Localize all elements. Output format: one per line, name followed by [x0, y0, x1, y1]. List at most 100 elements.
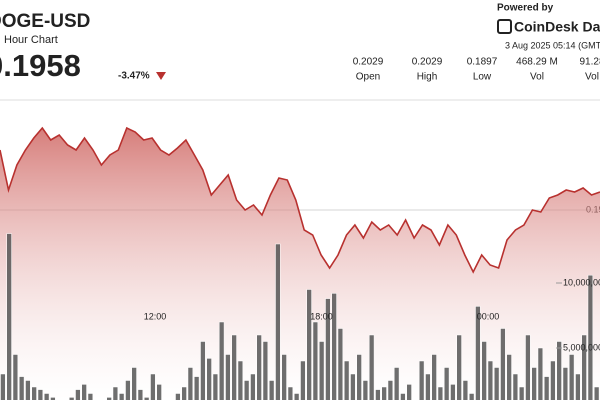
volume-bar: [144, 397, 150, 400]
volume-bar: [69, 397, 75, 400]
volume-bar: [250, 373, 256, 400]
volume-bar: [194, 376, 200, 400]
volume-bar: [525, 334, 531, 400]
change: -3.47%: [118, 71, 150, 82]
volume-bar: [75, 389, 81, 400]
volume-bar: [175, 393, 181, 400]
volume-bar: [6, 233, 12, 400]
title: DOGE-USD: [0, 11, 90, 32]
volume-bar: [394, 367, 400, 400]
volume-bar: [237, 360, 244, 400]
volume-bar: [31, 386, 37, 400]
volume-bar: [269, 380, 275, 400]
volume-bar: [187, 367, 194, 400]
timestamp: 3 Aug 2025 05:14 (GMT): [505, 40, 600, 50]
stat-value: 468.29 M: [516, 57, 558, 68]
volume-bar: [37, 389, 44, 400]
volume-bar: [544, 376, 550, 400]
volume-bar: [200, 341, 206, 400]
volume-bar: [344, 360, 350, 400]
volume-bar: [312, 321, 319, 400]
down-arrow: [156, 72, 166, 80]
volume-bar: [131, 367, 137, 400]
volume-bar: [50, 397, 56, 400]
volume-bar: [556, 341, 562, 400]
brand: CoinDesk Data: [514, 19, 600, 35]
volume-bar: [475, 306, 481, 400]
volume-bar: [537, 347, 544, 400]
volume-bar: [419, 360, 425, 400]
volume-bar: [275, 243, 281, 400]
volume-bar: [425, 373, 431, 400]
volume-bar: [400, 393, 406, 400]
volume-bar: [337, 328, 344, 400]
volume-bar: [262, 341, 269, 400]
volume-bar: [512, 373, 519, 400]
volume-bar: [119, 393, 125, 400]
volume-bar: [325, 298, 331, 400]
stat-label: Open: [356, 72, 380, 83]
volume-bar: [0, 373, 6, 400]
logo: [497, 19, 512, 34]
volume-bar: [87, 393, 94, 400]
volume-bar: [294, 393, 300, 400]
volume-bar: [375, 389, 381, 400]
volume-bar: [550, 360, 556, 400]
volume-bar: [300, 360, 306, 400]
x-tick-label: 00:00: [477, 311, 500, 321]
volume-bar: [569, 354, 575, 400]
y2-tick-label: 5,000,000: [563, 342, 600, 352]
powered-by: Powered by: [497, 3, 554, 14]
y2-tick-label: 10,000,000: [563, 277, 600, 287]
price-area: [0, 128, 600, 400]
volume-bar: [112, 386, 119, 400]
subtitle: Hour Chart: [4, 34, 58, 46]
stat-label: High: [417, 72, 438, 83]
volume-bar: [562, 367, 569, 400]
volume-bar: [369, 334, 375, 400]
volume-bar: [531, 367, 537, 400]
volume-bar: [387, 380, 394, 400]
volume-bar: [306, 289, 312, 400]
price-line: [0, 126, 600, 274]
volume-bar: [406, 384, 412, 400]
volume-bar: [362, 380, 369, 400]
volume-bar: [225, 354, 231, 400]
volume-bar: [256, 334, 262, 400]
x-tick-label: 12:00: [144, 311, 167, 321]
volume-bar: [450, 384, 456, 400]
volume-bar: [506, 354, 512, 400]
volume-bar: [25, 380, 31, 400]
stat-label: Vol: [585, 72, 599, 83]
stat-label: Low: [473, 72, 492, 83]
volume-bar: [519, 386, 525, 400]
volume-bar: [331, 293, 337, 400]
volume-bar: [487, 360, 494, 400]
volume-bar: [181, 386, 187, 400]
volume-bar: [287, 386, 294, 400]
stat-value: 0.2029: [353, 57, 384, 68]
volume-bar: [231, 334, 237, 400]
volume-bar: [12, 354, 19, 400]
x-tick-label: 18:00: [310, 311, 333, 321]
stat-value: 0.1897: [467, 57, 498, 68]
volume-bar: [206, 358, 212, 400]
volume-bar: [581, 334, 587, 400]
volume-bar: [81, 384, 87, 400]
volume-bar: [456, 334, 462, 400]
stat-value: 91.28: [579, 57, 600, 68]
volume-bar: [319, 341, 325, 400]
volume-bar: [462, 380, 469, 400]
volume-bar: [19, 376, 25, 400]
price: 0.1958: [0, 48, 81, 83]
volume-bar: [219, 321, 225, 400]
volume-bar: [481, 341, 487, 400]
volume-bar: [125, 380, 131, 400]
volume-bar: [494, 367, 500, 400]
volume-bar: [469, 393, 475, 400]
volume-bar: [575, 373, 581, 400]
volume-bar: [587, 274, 594, 400]
volume-bar: [244, 380, 250, 400]
volume-bar: [431, 354, 437, 400]
